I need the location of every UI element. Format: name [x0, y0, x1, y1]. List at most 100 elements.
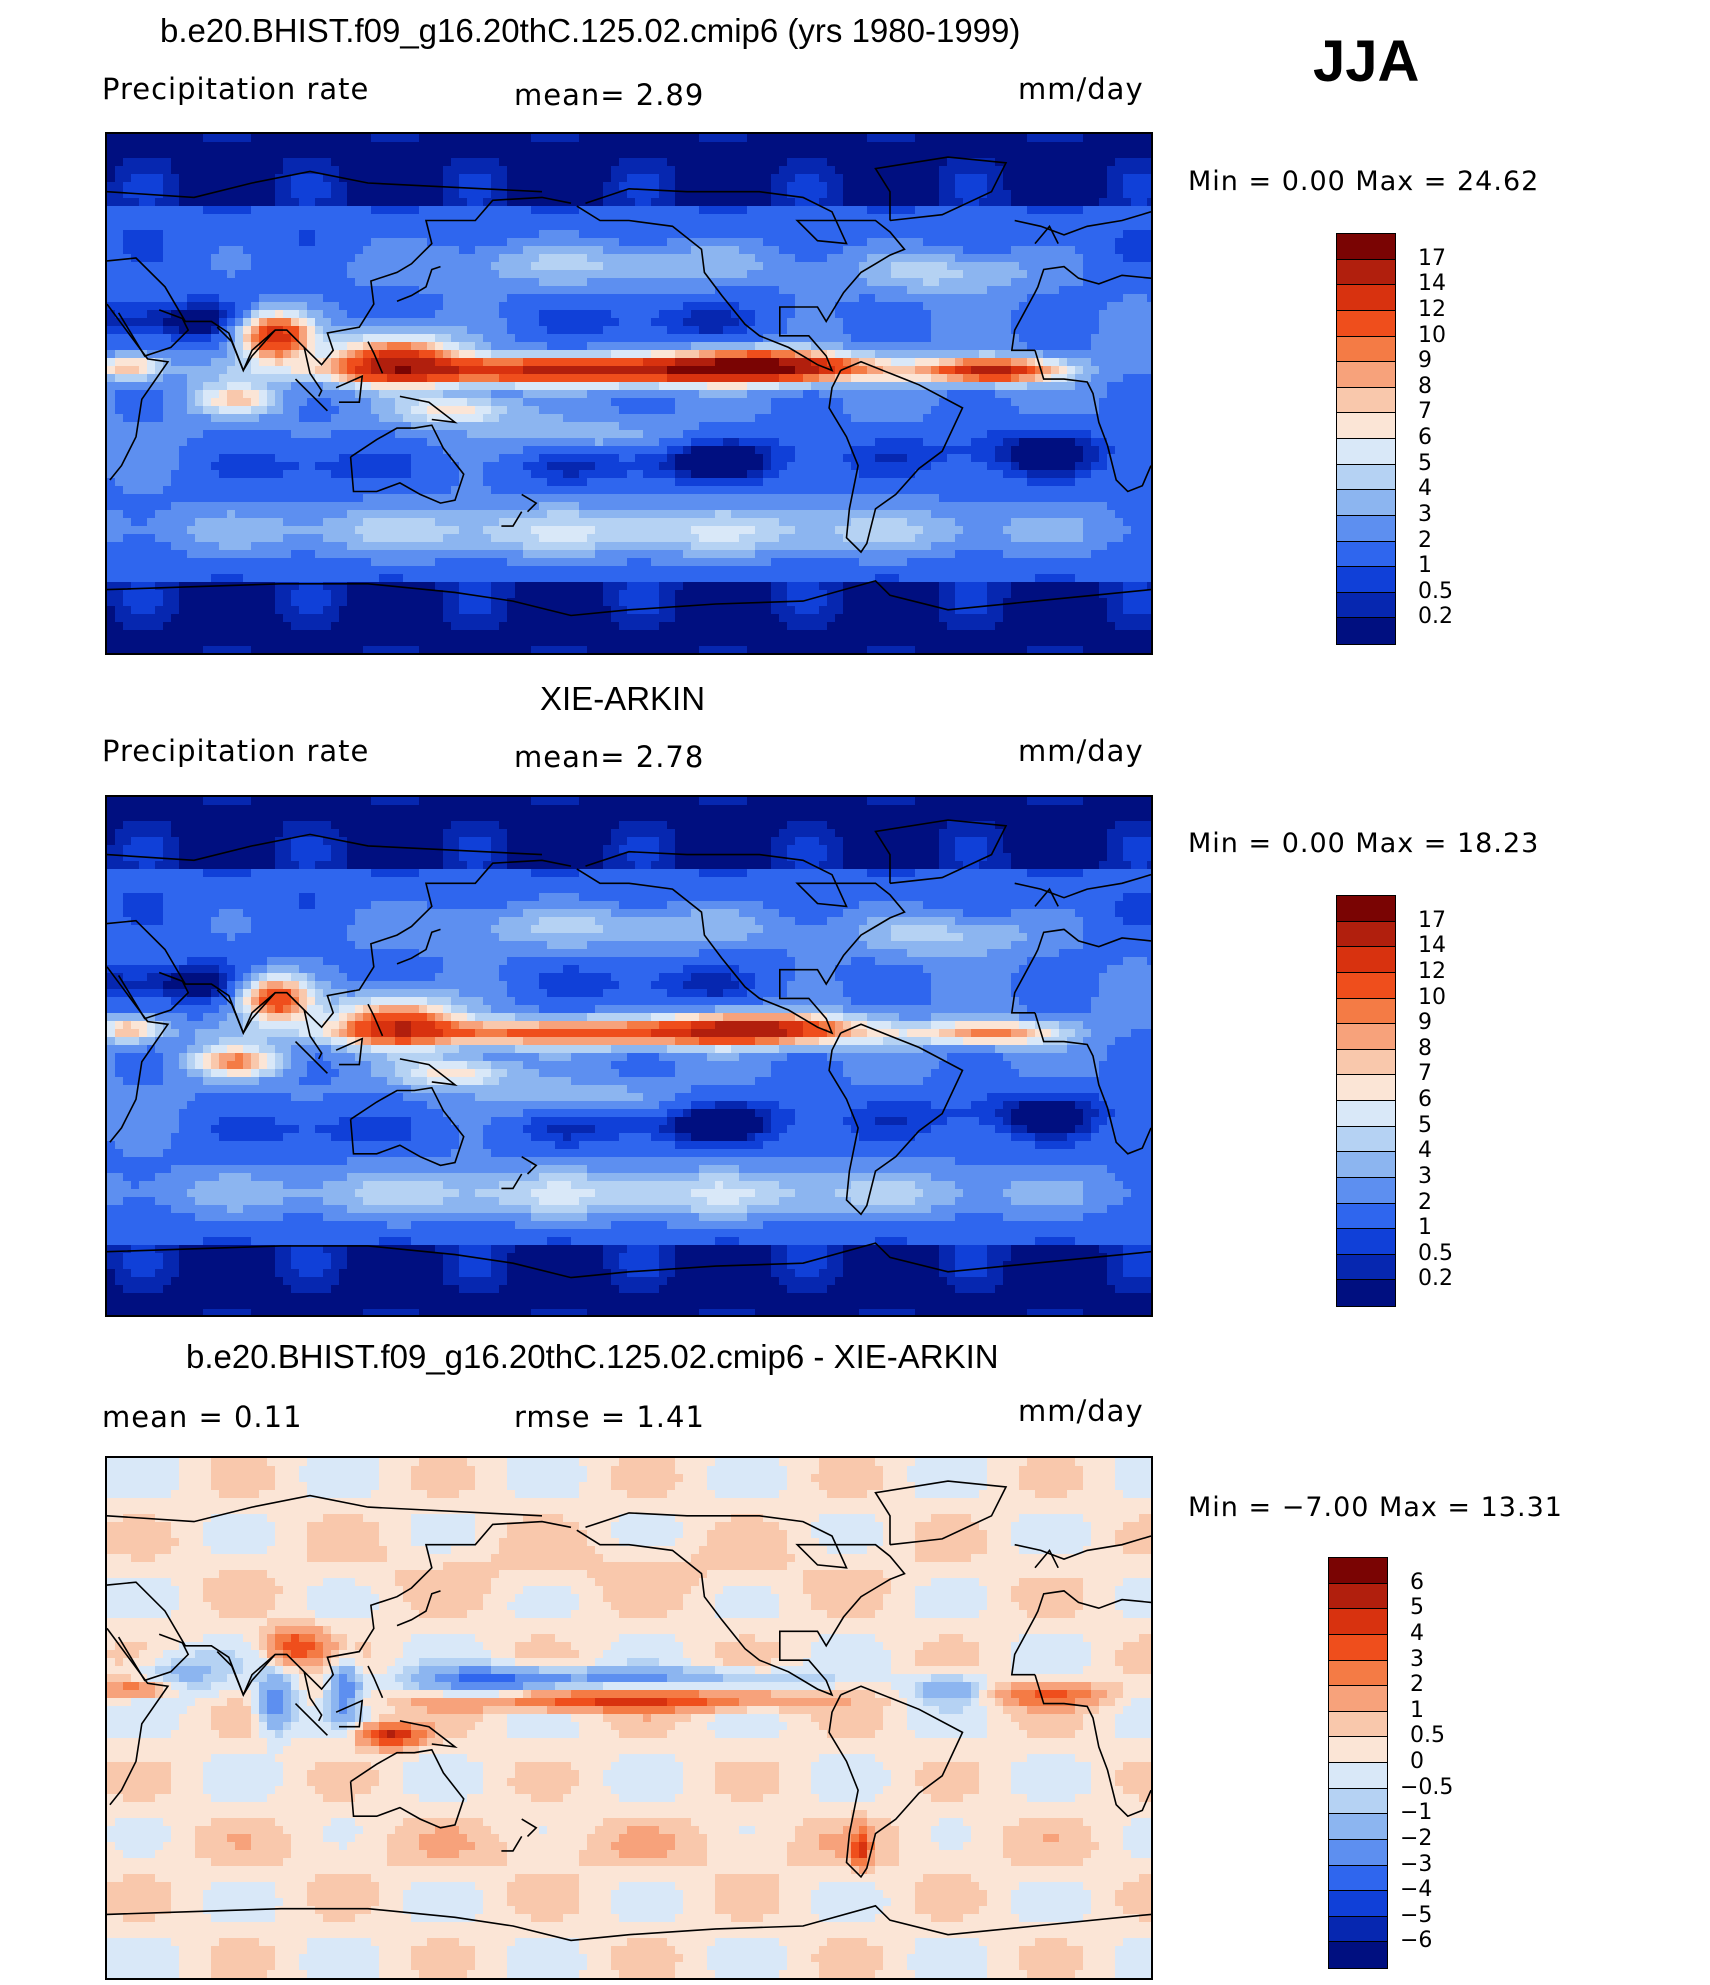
heatmap-cell — [307, 238, 316, 247]
heatmap-cell — [115, 358, 124, 367]
heatmap-cell — [1115, 246, 1124, 255]
heatmap-cell — [179, 358, 188, 367]
heatmap-cell — [931, 366, 940, 375]
heatmap-cell — [947, 238, 956, 247]
heatmap-cell — [731, 350, 740, 359]
heatmap-cell — [499, 326, 508, 335]
heatmap-cell — [299, 206, 308, 215]
heatmap-cell — [1035, 150, 1044, 159]
heatmap-cell — [323, 222, 332, 231]
heatmap-cell — [283, 302, 292, 311]
heatmap-cell — [947, 318, 956, 327]
heatmap-cell — [227, 134, 236, 143]
heatmap-cell — [347, 374, 356, 383]
heatmap-cell — [1019, 286, 1028, 295]
heatmap-cell — [755, 334, 764, 343]
heatmap-cell — [899, 366, 908, 375]
heatmap-cell — [483, 342, 492, 351]
heatmap-cell — [1059, 222, 1068, 231]
heatmap-cell — [691, 270, 700, 279]
heatmap-cell — [883, 350, 892, 359]
heatmap-cell — [747, 254, 756, 263]
heatmap-cell — [211, 318, 220, 327]
heatmap-cell — [515, 406, 524, 415]
heatmap-cell — [1019, 406, 1028, 415]
heatmap-cell — [155, 174, 164, 183]
heatmap-cell — [227, 142, 236, 151]
heatmap-cell — [795, 182, 804, 191]
heatmap-cell — [843, 318, 852, 327]
heatmap-cell — [339, 302, 348, 311]
heatmap-cell — [155, 150, 164, 159]
heatmap-cell — [531, 390, 540, 399]
heatmap-cell — [619, 182, 628, 191]
heatmap-cell — [987, 286, 996, 295]
heatmap-cell — [707, 174, 716, 183]
heatmap-cell — [211, 310, 220, 319]
heatmap-cell — [803, 238, 812, 247]
heatmap-cell — [107, 318, 116, 327]
heatmap-cell — [907, 334, 916, 343]
heatmap-cell — [571, 166, 580, 175]
heatmap-cell — [355, 334, 364, 343]
heatmap-cell — [1019, 270, 1028, 279]
heatmap-cell — [995, 254, 1004, 263]
heatmap-cell — [107, 174, 116, 183]
heatmap-cell — [755, 358, 764, 367]
heatmap-cell — [107, 430, 116, 439]
heatmap-cell — [371, 422, 380, 431]
heatmap-cell — [891, 222, 900, 231]
heatmap-cell — [635, 182, 644, 191]
heatmap-cell — [163, 326, 172, 335]
heatmap-cell — [1011, 278, 1020, 287]
heatmap-cell — [603, 238, 612, 247]
heatmap-cell — [395, 134, 404, 143]
heatmap-cell — [675, 326, 684, 335]
heatmap-cell — [891, 326, 900, 335]
heatmap-cell — [491, 246, 500, 255]
heatmap-cell — [899, 278, 908, 287]
heatmap-cell — [131, 342, 140, 351]
heatmap-cell — [355, 142, 364, 151]
heatmap-cell — [187, 374, 196, 383]
heatmap-cell — [1075, 374, 1084, 383]
heatmap-cell — [523, 382, 532, 391]
heatmap-cell — [875, 398, 884, 407]
heatmap-cell — [347, 422, 356, 431]
heatmap-cell — [379, 134, 388, 143]
heatmap-cell — [979, 182, 988, 191]
heatmap-cell — [963, 390, 972, 399]
heatmap-cell — [387, 414, 396, 423]
heatmap-cell — [795, 310, 804, 319]
heatmap-cell — [611, 230, 620, 239]
heatmap-cell — [1139, 158, 1148, 167]
heatmap-cell — [483, 286, 492, 295]
heatmap-cell — [275, 278, 284, 287]
heatmap-cell — [219, 142, 228, 151]
heatmap-cell — [667, 230, 676, 239]
heatmap-cell — [443, 310, 452, 319]
heatmap-cell — [875, 134, 884, 143]
heatmap-cell — [347, 366, 356, 375]
heatmap-cell — [739, 214, 748, 223]
heatmap-cell — [187, 142, 196, 151]
heatmap-cell — [1067, 198, 1076, 207]
heatmap-cell — [875, 406, 884, 415]
heatmap-cell — [1051, 358, 1060, 367]
heatmap-cell — [419, 142, 428, 151]
heatmap-cell — [827, 278, 836, 287]
heatmap-cell — [451, 166, 460, 175]
heatmap-cell — [531, 286, 540, 295]
heatmap-cell — [891, 366, 900, 375]
heatmap-cell — [291, 262, 300, 271]
heatmap-cell — [851, 374, 860, 383]
heatmap-cell — [1123, 334, 1132, 343]
heatmap-cell — [171, 134, 180, 143]
heatmap-cell — [627, 182, 636, 191]
heatmap-cell — [371, 310, 380, 319]
heatmap-cell — [363, 350, 372, 359]
heatmap-cell — [123, 374, 132, 383]
heatmap-cell — [827, 262, 836, 271]
heatmap-cell — [307, 158, 316, 167]
heatmap-cell — [747, 270, 756, 279]
